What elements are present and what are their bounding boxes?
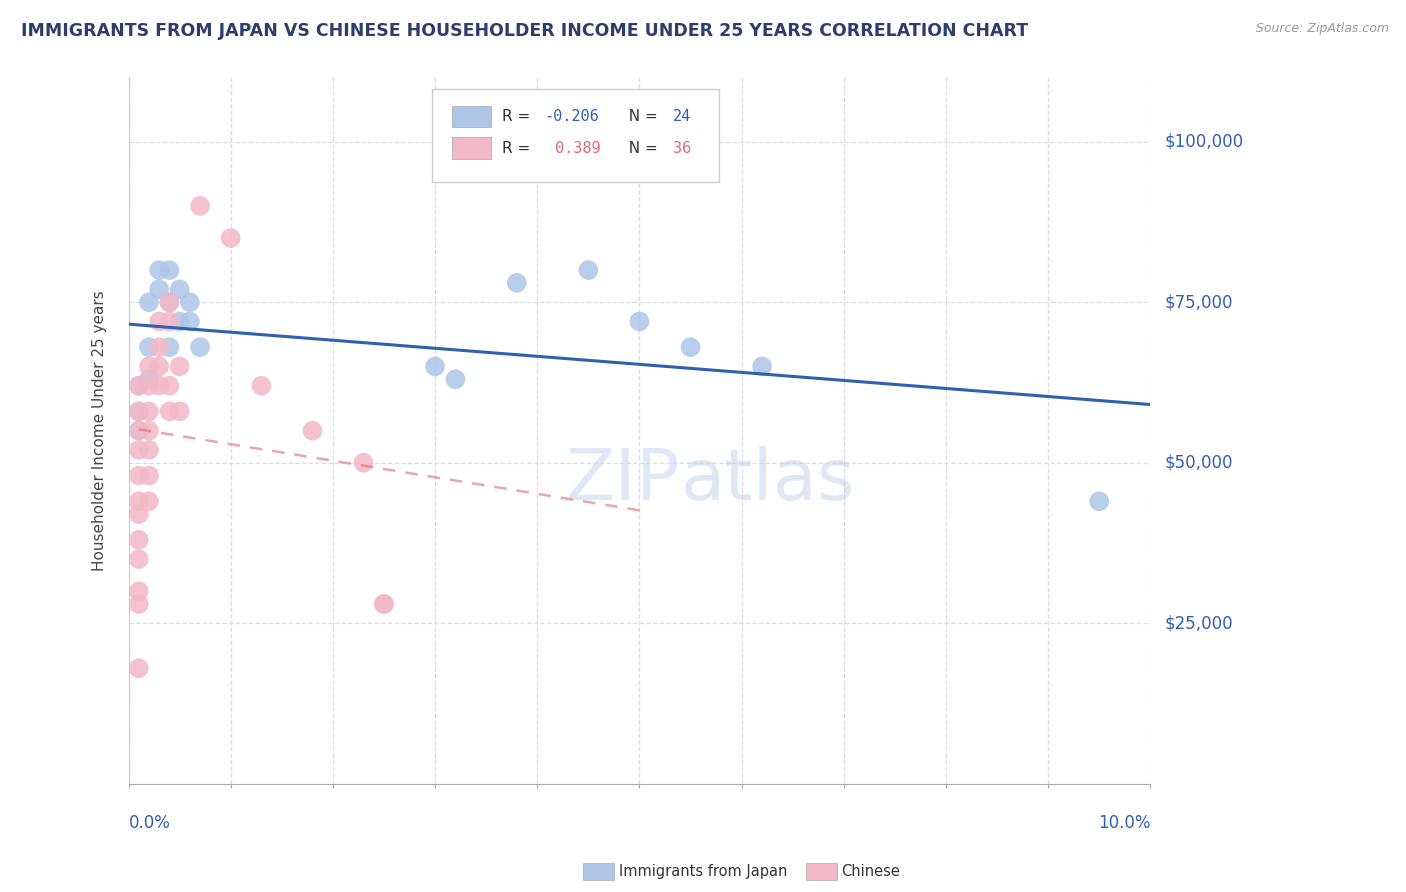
Text: 0.389: 0.389: [554, 141, 600, 155]
Point: [159, 340, 181, 354]
Point: [159, 378, 181, 392]
Point: [751, 359, 773, 374]
Point: [148, 263, 170, 277]
Point: [128, 507, 150, 521]
Text: R =: R =: [502, 141, 540, 155]
Point: [169, 359, 191, 374]
Text: $25,000: $25,000: [1164, 615, 1233, 632]
Point: [128, 424, 150, 438]
Text: atlas: atlas: [681, 446, 855, 515]
Point: [628, 314, 651, 328]
Point: [159, 314, 181, 328]
Point: [373, 597, 395, 611]
Text: IMMIGRANTS FROM JAPAN VS CHINESE HOUSEHOLDER INCOME UNDER 25 YEARS CORRELATION C: IMMIGRANTS FROM JAPAN VS CHINESE HOUSEHO…: [21, 22, 1028, 40]
Point: [128, 424, 150, 438]
Point: [128, 661, 150, 675]
Point: [138, 468, 160, 483]
Text: Chinese: Chinese: [841, 864, 900, 879]
Text: $100,000: $100,000: [1164, 133, 1243, 151]
Point: [373, 597, 395, 611]
Point: [1088, 494, 1111, 508]
Point: [128, 494, 150, 508]
Point: [444, 372, 467, 386]
Point: [169, 314, 191, 328]
Point: [188, 340, 211, 354]
FancyBboxPatch shape: [453, 105, 491, 127]
Text: $50,000: $50,000: [1164, 454, 1233, 472]
Point: [423, 359, 446, 374]
Point: [138, 372, 160, 386]
Point: [138, 378, 160, 392]
Y-axis label: Householder Income Under 25 years: Householder Income Under 25 years: [93, 290, 107, 571]
Point: [128, 404, 150, 418]
Point: [301, 424, 323, 438]
Text: ZIP: ZIP: [565, 446, 681, 515]
Text: Source: ZipAtlas.com: Source: ZipAtlas.com: [1256, 22, 1389, 36]
Point: [128, 468, 150, 483]
Point: [128, 378, 150, 392]
Text: 36: 36: [673, 141, 692, 155]
Point: [353, 456, 375, 470]
Point: [138, 404, 160, 418]
Text: R =: R =: [502, 109, 534, 124]
Text: N =: N =: [619, 109, 662, 124]
Point: [148, 340, 170, 354]
Point: [188, 199, 211, 213]
Point: [138, 359, 160, 374]
FancyBboxPatch shape: [453, 137, 491, 159]
Point: [148, 314, 170, 328]
Text: $75,000: $75,000: [1164, 293, 1233, 311]
Point: [219, 231, 242, 245]
Text: -0.206: -0.206: [544, 109, 599, 124]
Point: [138, 295, 160, 310]
Text: 10.0%: 10.0%: [1098, 814, 1150, 832]
Point: [159, 295, 181, 310]
Point: [169, 282, 191, 296]
Point: [148, 359, 170, 374]
Point: [159, 295, 181, 310]
Text: 24: 24: [673, 109, 692, 124]
Point: [128, 378, 150, 392]
Point: [128, 584, 150, 599]
Point: [250, 378, 273, 392]
Point: [506, 276, 529, 290]
Point: [128, 442, 150, 457]
Point: [138, 494, 160, 508]
FancyBboxPatch shape: [432, 89, 718, 182]
Text: N =: N =: [619, 141, 662, 155]
Point: [138, 442, 160, 457]
Text: 0.0%: 0.0%: [128, 814, 170, 832]
Point: [179, 295, 201, 310]
Point: [679, 340, 702, 354]
Point: [128, 597, 150, 611]
Point: [128, 404, 150, 418]
Point: [179, 314, 201, 328]
Point: [148, 378, 170, 392]
Point: [159, 263, 181, 277]
Point: [138, 340, 160, 354]
Point: [128, 533, 150, 547]
Point: [159, 404, 181, 418]
Point: [169, 404, 191, 418]
Text: Immigrants from Japan: Immigrants from Japan: [619, 864, 787, 879]
Point: [148, 282, 170, 296]
Point: [576, 263, 599, 277]
Point: [138, 424, 160, 438]
Point: [128, 552, 150, 566]
